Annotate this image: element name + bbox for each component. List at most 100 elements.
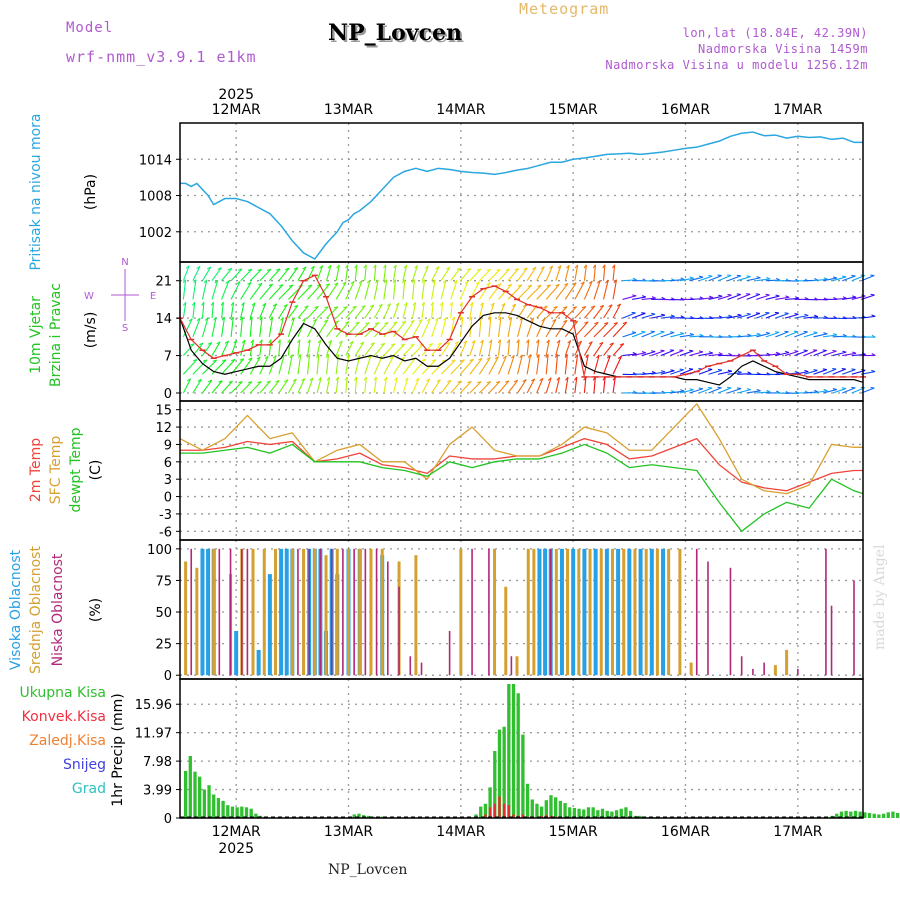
wind-arrow-head: [563, 319, 568, 323]
wind-arrow-head: [208, 379, 213, 383]
wind-arrow: [497, 339, 502, 356]
wind-arrow: [756, 391, 771, 394]
low-cloud-bar: [448, 630, 451, 676]
precip-total-bar: [493, 750, 497, 818]
wind-arrow: [192, 317, 201, 338]
wind-arrow: [689, 276, 704, 282]
wind-arrow: [536, 378, 544, 394]
wind-arrow: [402, 319, 415, 338]
wind-arrow: [737, 335, 752, 338]
wind-unit-label: (m/s): [83, 312, 99, 349]
wind-arrow-head: [302, 266, 307, 270]
wind-arrow-head: [553, 306, 558, 309]
wind-arrow-head: [289, 354, 293, 359]
wind-arrow-head: [661, 296, 666, 300]
wind-arrow-head: [257, 380, 262, 384]
wind-arrow-head: [552, 318, 557, 322]
wind-arrow-head: [775, 277, 781, 281]
wind-arrow-head: [612, 376, 616, 381]
wind-arrow: [182, 343, 195, 356]
wind-arrow: [612, 343, 625, 356]
wind-arrow-head: [556, 377, 560, 381]
wind-arrow-head: [585, 354, 589, 359]
mid-cloud-bar: [380, 548, 384, 676]
wind-arrow-head: [370, 304, 375, 308]
precip-total-bar: [572, 808, 577, 818]
wind-arrow-head: [363, 376, 367, 381]
wind-arrow: [259, 268, 272, 282]
wind-arrow-head: [823, 277, 828, 280]
wind-arrow: [259, 380, 271, 394]
wind-arrow: [326, 265, 332, 281]
wind-arrow: [431, 266, 440, 281]
wind-arrow-head: [453, 280, 458, 284]
low-cloud-bar: [740, 656, 743, 676]
panel-frames-layer: [176, 122, 864, 819]
wind-arrow: [354, 305, 366, 319]
wind-arrow-head: [583, 264, 587, 269]
wind-ytick-label: 0: [164, 387, 172, 402]
wind-arrow: [182, 265, 190, 281]
wind-arrow: [555, 377, 561, 394]
wind-arrow: [249, 381, 262, 394]
wind-arrow: [221, 340, 229, 356]
wind-arrow-head: [566, 264, 570, 269]
mid-cloud-bar: [313, 548, 317, 676]
wind-arrow-head: [393, 264, 397, 269]
wind-arrow-head: [266, 268, 272, 271]
wind-arrow-head: [727, 369, 732, 372]
wind-arrow: [450, 380, 462, 394]
wind-arrow-head: [288, 284, 294, 287]
wind-arrow: [583, 280, 593, 300]
wind-arrow: [259, 316, 263, 337]
wind-arrow-head: [214, 279, 219, 284]
wind-arrow: [775, 312, 789, 319]
wind-arrow: [373, 264, 377, 281]
wind-arrow: [230, 381, 243, 394]
wind-arrow: [813, 390, 828, 394]
low-cloud-bar: [364, 548, 367, 676]
wind-arrow: [698, 368, 713, 375]
wind-arrow-head: [728, 314, 733, 318]
wind-arrow: [221, 302, 224, 319]
wind-arrow: [201, 317, 209, 337]
wind-arrow-head: [447, 379, 452, 383]
precip-total-bar: [483, 803, 488, 818]
wind-arrow: [268, 303, 278, 319]
wind-arrow-head: [259, 316, 263, 321]
wind-arrow-head: [545, 354, 549, 358]
wind-arrow: [450, 280, 458, 300]
low-cloud-bar: [549, 548, 552, 676]
wind-axis-title: 10m Vjetar: [28, 296, 44, 374]
wind-arrow-head: [804, 313, 809, 317]
wind-arrow: [335, 354, 340, 375]
t2m-line: [180, 437, 863, 492]
wind-arrow: [622, 279, 637, 282]
wind-arrow-head: [307, 284, 313, 287]
wind-arrow-head: [213, 316, 217, 321]
wind-arrow: [240, 357, 253, 375]
wind-arrow: [641, 313, 656, 319]
wind-arrow: [670, 369, 684, 375]
wind-arrow-head: [488, 316, 492, 321]
wind-arrow-head: [660, 330, 665, 333]
temperature-ytick-label: 12: [155, 421, 172, 436]
wind-arrow-head: [238, 381, 243, 384]
wind-arrow-head: [356, 354, 361, 359]
wind-arrow-head: [611, 264, 616, 269]
wind-arrow-head: [446, 266, 451, 270]
wind-arrow: [182, 279, 187, 300]
wind-arrow: [708, 387, 722, 394]
wind-arrow: [746, 390, 761, 394]
date-label-bottom: 12MAR: [212, 824, 261, 840]
wind-arrow: [469, 358, 483, 375]
wind-arrow: [631, 312, 646, 319]
wind-arrow-head: [871, 353, 876, 356]
wind-arrow-head: [441, 359, 446, 362]
wind-arrow-head: [380, 342, 385, 346]
wind-arrow: [459, 381, 472, 394]
wind-arrow-head: [401, 320, 407, 324]
wind-arrow: [421, 378, 431, 394]
wind-arrow-head: [349, 340, 354, 345]
wind-arrow-head: [756, 276, 761, 279]
